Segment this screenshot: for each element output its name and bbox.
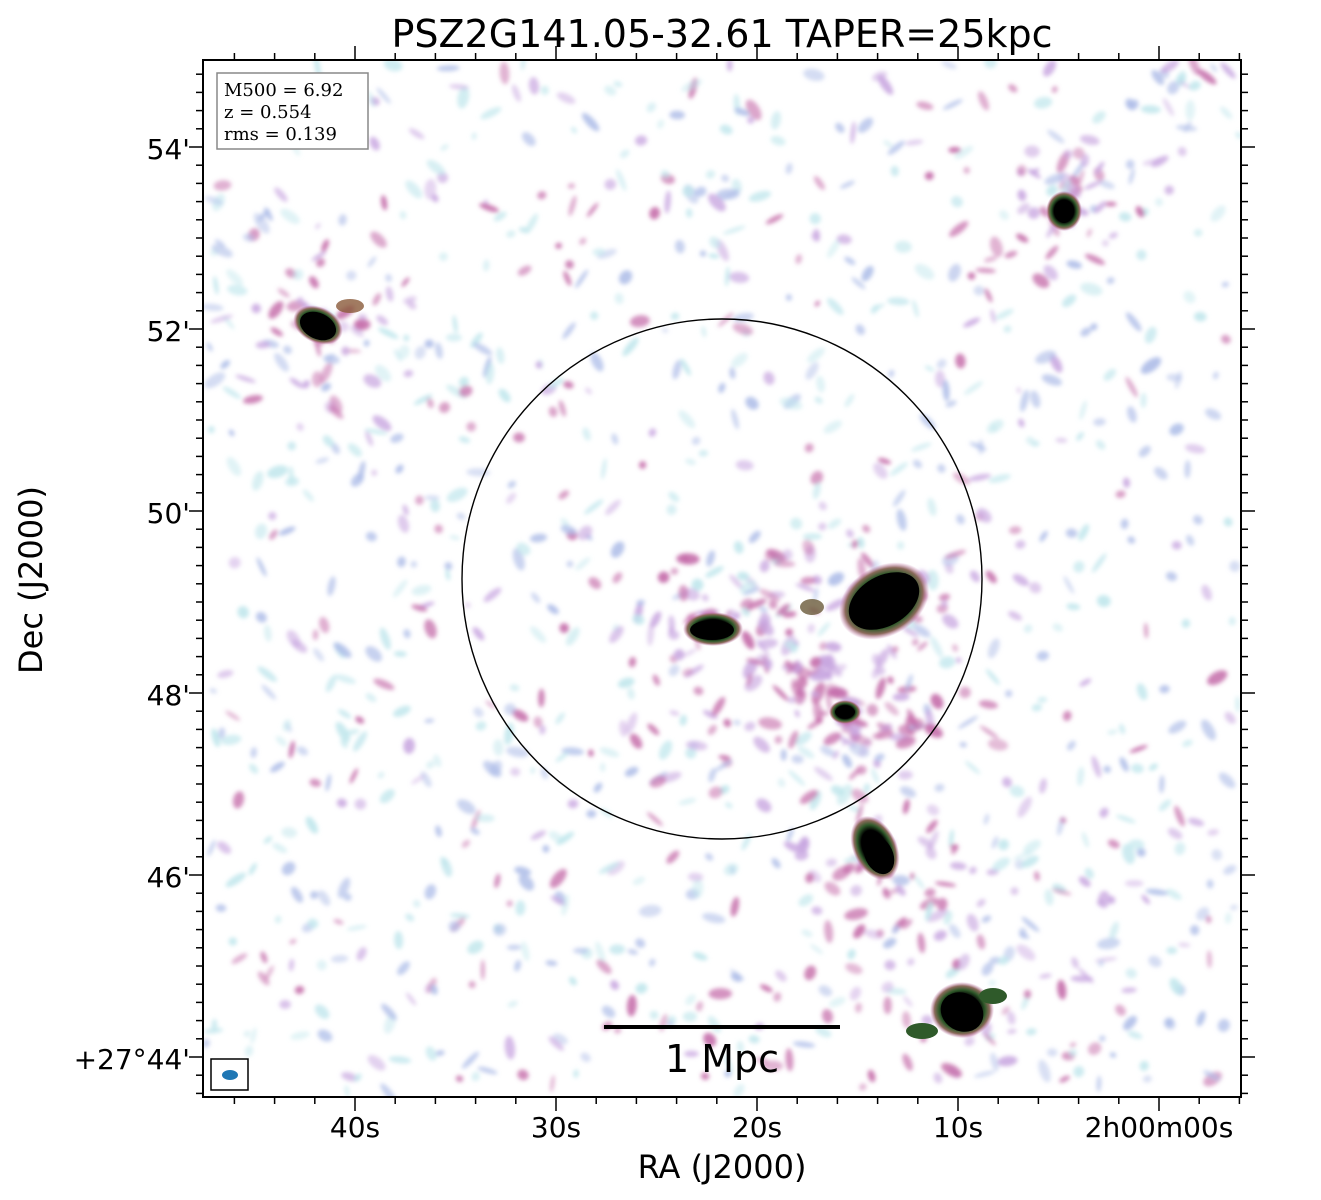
y-tick-label: 50' — [147, 497, 190, 530]
y-tick-label: 46' — [147, 861, 190, 894]
x-axis-label: RA (J2000) — [638, 1148, 807, 1186]
x-tick-labels: 40s 30s 20s 10s 2h00m00s — [330, 1111, 1233, 1144]
axis-ticks — [189, 46, 1255, 1111]
figure-title: PSZ2G141.05-32.61 TAPER=25kpc — [391, 12, 1052, 56]
info-rms: rms = 0.139 — [224, 124, 337, 145]
y-tick-label: 52' — [147, 315, 190, 348]
plot-frame — [202, 59, 1242, 1098]
beam-ellipse — [222, 1070, 238, 1080]
info-redshift: z = 0.554 — [224, 102, 312, 123]
y-axis-label: Dec (J2000) — [12, 486, 50, 674]
x-tick-label: 10s — [933, 1111, 983, 1144]
x-tick-label: 20s — [732, 1111, 782, 1144]
y-tick-label: 54' — [147, 133, 190, 166]
radio-map-image: 1 Mpc — [203, 60, 1241, 1097]
scale-bar-label: 1 Mpc — [665, 1037, 779, 1081]
x-tick-label: 2h00m00s — [1085, 1111, 1234, 1144]
info-box: M500 = 6.92 z = 0.554 rms = 0.139 — [216, 72, 369, 150]
r500-circle — [461, 318, 983, 840]
y-tick-labels: 54' 52' 50' 48' 46' +27°44' — [74, 133, 190, 1076]
x-tick-label: 40s — [330, 1111, 380, 1144]
radio-sources — [293, 191, 1082, 1039]
x-tick-label: 30s — [531, 1111, 581, 1144]
y-tick-label: 48' — [147, 679, 190, 712]
y-tick-label: +27°44' — [74, 1043, 190, 1076]
info-mass: M500 = 6.92 — [224, 80, 343, 101]
